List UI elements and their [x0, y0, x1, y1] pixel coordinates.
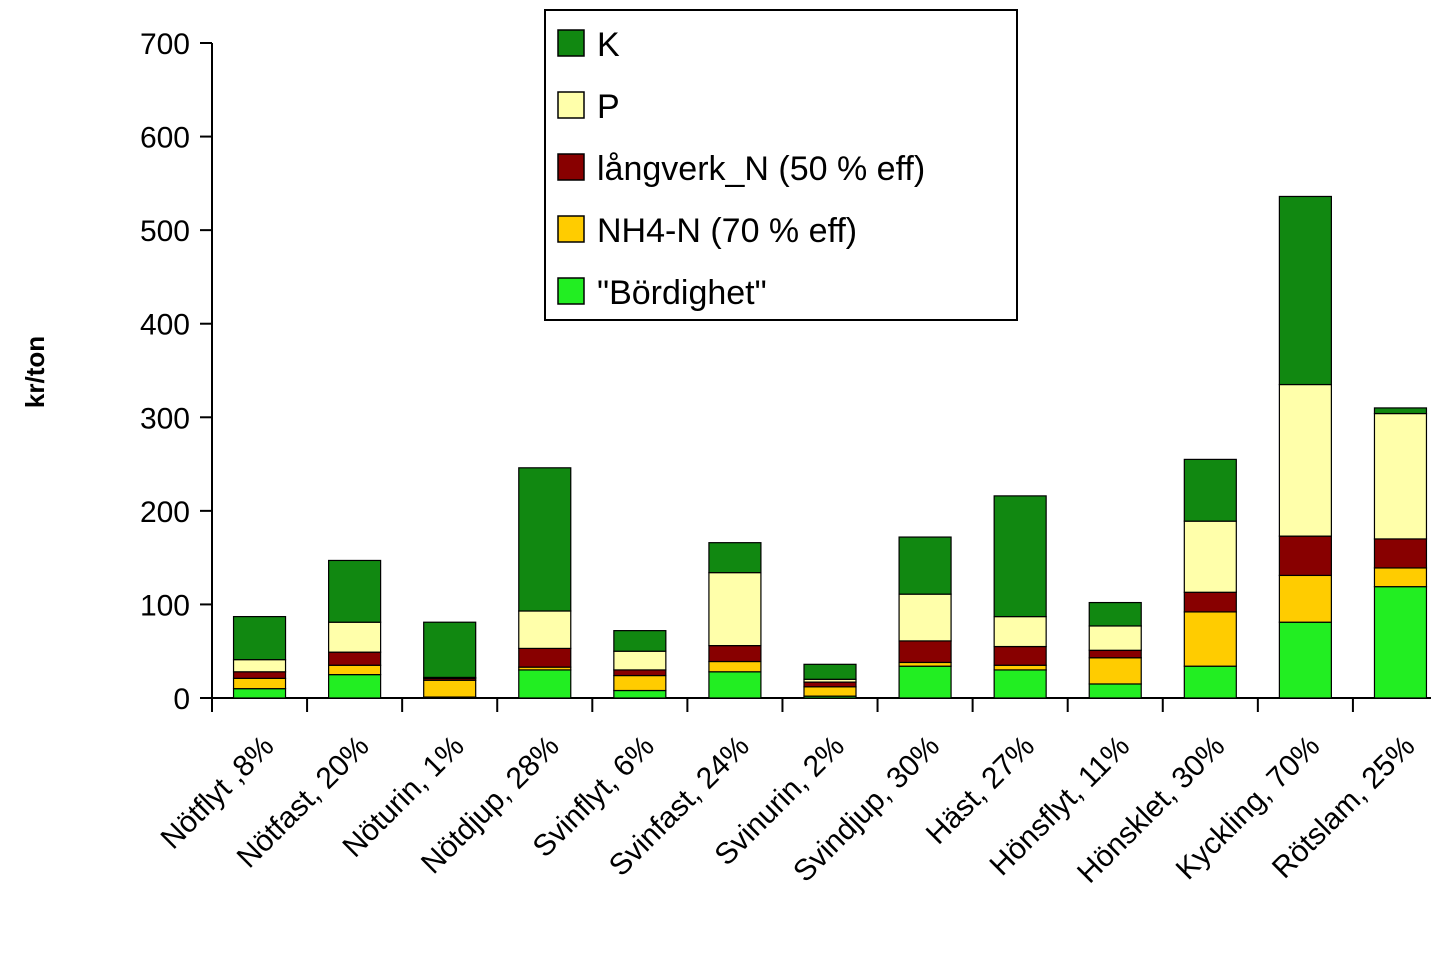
bar-l-ngverk-n-50-eff	[993, 645, 1047, 666]
legend-swatch-nh4-n-70-eff	[557, 215, 585, 243]
bar-b-rdighet	[1183, 665, 1237, 699]
bar-p	[328, 621, 382, 653]
legend-swatch-l-ngverk-n-50-eff	[557, 153, 585, 181]
bar-p	[1373, 412, 1428, 540]
bar-k	[1278, 195, 1332, 386]
bar-nh4-n-70-eff	[1278, 574, 1332, 623]
bar-nh4-n-70-eff	[328, 664, 382, 676]
bar-nh4-n-70-eff	[613, 674, 667, 692]
bar-b-rdighet	[1278, 621, 1332, 699]
bar-k	[708, 542, 762, 574]
y-tick-label: 400	[140, 309, 190, 342]
bar-l-ngverk-n-50-eff	[1278, 535, 1332, 577]
y-tick-label: 700	[140, 28, 190, 61]
bar-b-rdighet	[1373, 586, 1428, 699]
bar-k	[518, 467, 572, 612]
bar-l-ngverk-n-50-eff	[898, 640, 952, 664]
bar-k	[993, 495, 1047, 618]
bar-b-rdighet	[993, 669, 1047, 699]
bar-l-ngverk-n-50-eff	[803, 681, 857, 688]
bar-p	[518, 610, 572, 650]
bar-k	[1373, 407, 1428, 415]
bar-l-ngverk-n-50-eff	[1183, 591, 1237, 613]
bar-b-rdighet	[232, 688, 287, 699]
bar-p	[993, 615, 1047, 648]
bar-nh4-n-70-eff	[1183, 611, 1237, 667]
y-tick-label: 200	[140, 496, 190, 529]
bar-k	[423, 621, 477, 679]
bar-l-ngverk-n-50-eff	[328, 651, 382, 666]
bar-k	[1088, 601, 1142, 627]
y-tick-label: 500	[140, 215, 190, 248]
bar-nh4-n-70-eff	[232, 677, 287, 690]
y-tick-label: 600	[140, 122, 190, 155]
bar-nh4-n-70-eff	[803, 686, 857, 697]
bar-b-rdighet	[708, 671, 762, 699]
bar-b-rdighet	[328, 674, 382, 699]
legend-label-nh4-n-70-eff: NH4-N (70 % eff)	[597, 212, 857, 250]
legend-box	[544, 9, 1018, 321]
bar-p	[232, 659, 287, 673]
bar-p	[1183, 520, 1237, 593]
y-axis-label: kr/ton	[20, 336, 50, 408]
bar-b-rdighet	[1088, 683, 1142, 699]
bar-nh4-n-70-eff	[1373, 567, 1428, 588]
legend-swatch-p	[557, 91, 585, 119]
bar-nh4-n-70-eff	[1088, 657, 1142, 685]
legend-label-k: K	[597, 26, 620, 64]
bar-l-ngverk-n-50-eff	[708, 644, 762, 663]
bar-l-ngverk-n-50-eff	[518, 647, 572, 668]
bar-nh4-n-70-eff	[993, 664, 1047, 671]
bar-l-ngverk-n-50-eff	[613, 669, 667, 677]
bar-k	[898, 536, 952, 595]
bar-p	[1088, 625, 1142, 651]
bar-p	[613, 650, 667, 671]
bar-b-rdighet	[898, 665, 952, 699]
legend-label-b-rdighet: "Bördighet"	[597, 274, 767, 312]
bar-p	[1278, 383, 1332, 537]
bar-k	[803, 663, 857, 680]
bar-k	[1183, 458, 1237, 522]
y-tick-label: 300	[140, 402, 190, 435]
bar-nh4-n-70-eff	[708, 660, 762, 673]
bar-p	[708, 572, 762, 647]
bar-b-rdighet	[613, 689, 667, 699]
bar-l-ngverk-n-50-eff	[232, 671, 287, 679]
bar-k	[613, 630, 667, 652]
bar-l-ngverk-n-50-eff	[1373, 538, 1428, 569]
bar-p	[898, 593, 952, 642]
legend-swatch-b-rdighet	[557, 277, 585, 305]
y-tick-label: 100	[140, 589, 190, 622]
legend-label-l-ngverk-n-50-eff: långverk_N (50 % eff)	[597, 150, 925, 188]
bar-k	[232, 615, 287, 661]
bar-l-ngverk-n-50-eff	[1088, 649, 1142, 659]
y-tick-label: 0	[173, 683, 190, 716]
legend-label-p: P	[597, 88, 620, 126]
bar-nh4-n-70-eff	[423, 679, 477, 698]
bar-k	[328, 559, 382, 623]
legend-swatch-k	[557, 29, 585, 57]
bar-b-rdighet	[518, 669, 572, 699]
